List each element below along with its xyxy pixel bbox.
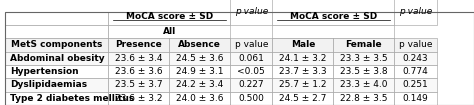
Bar [394, 78, 437, 92]
Text: 24.5 ± 2.7: 24.5 ± 2.7 [279, 94, 327, 103]
Text: Dyslipidaemias: Dyslipidaemias [10, 80, 87, 89]
Text: 23.6 ± 3.6: 23.6 ± 3.6 [115, 67, 163, 76]
Bar [333, 38, 394, 52]
Text: 0.774: 0.774 [402, 67, 428, 76]
Text: p value: p value [399, 7, 432, 16]
Bar [5, 25, 109, 38]
Text: Type 2 diabetes mellitus: Type 2 diabetes mellitus [10, 94, 134, 103]
Text: p value: p value [235, 40, 268, 49]
Bar [273, 12, 394, 25]
Bar [5, 92, 109, 105]
Text: Female: Female [346, 40, 382, 49]
Bar [230, 65, 273, 78]
Bar [394, 65, 437, 78]
Bar [109, 38, 169, 52]
Text: MoCA score ± SD: MoCA score ± SD [126, 12, 213, 21]
Text: p value: p value [235, 7, 268, 16]
Text: MetS components: MetS components [11, 40, 102, 49]
Bar [5, 12, 109, 25]
Text: 23.6 ± 3.4: 23.6 ± 3.4 [115, 54, 163, 63]
Bar [169, 65, 230, 78]
Text: <0.05: <0.05 [237, 67, 265, 76]
Text: 0.251: 0.251 [402, 80, 428, 89]
Bar [273, 92, 333, 105]
Bar [394, 92, 437, 105]
Bar [109, 78, 169, 92]
Bar [230, 78, 273, 92]
Bar [169, 92, 230, 105]
Text: Hypertension: Hypertension [10, 67, 79, 76]
Bar [169, 38, 230, 52]
Text: 23.5 ± 3.8: 23.5 ± 3.8 [340, 67, 388, 76]
Bar [273, 52, 333, 65]
Bar [394, 52, 437, 65]
Text: 23.3 ± 3.5: 23.3 ± 3.5 [340, 54, 388, 63]
Text: Absence: Absence [178, 40, 221, 49]
Bar [230, 38, 273, 52]
Bar [230, 52, 273, 65]
Bar [5, 78, 109, 92]
Text: p value: p value [399, 40, 432, 49]
Bar [333, 52, 394, 65]
Bar [273, 25, 394, 38]
Bar [273, 38, 333, 52]
Text: 22.8 ± 3.5: 22.8 ± 3.5 [340, 94, 388, 103]
Bar [109, 12, 230, 25]
Text: 24.2 ± 3.4: 24.2 ± 3.4 [176, 80, 223, 89]
Text: 24.0 ± 3.6: 24.0 ± 3.6 [176, 94, 224, 103]
Bar [273, 78, 333, 92]
Bar [169, 52, 230, 65]
Bar [109, 92, 169, 105]
Text: 0.500: 0.500 [238, 94, 264, 103]
Text: Abdominal obesity: Abdominal obesity [10, 54, 105, 63]
Text: Male: Male [291, 40, 315, 49]
Bar [230, 92, 273, 105]
Text: 0.149: 0.149 [402, 94, 428, 103]
Text: 23.5 ± 3.7: 23.5 ± 3.7 [115, 80, 163, 89]
Bar [5, 38, 109, 52]
Bar [273, 65, 333, 78]
Text: 25.7 ± 1.2: 25.7 ± 1.2 [279, 80, 327, 89]
Text: Presence: Presence [116, 40, 162, 49]
Bar [5, 52, 109, 65]
Text: 24.5 ± 3.6: 24.5 ± 3.6 [176, 54, 224, 63]
Bar [169, 78, 230, 92]
Text: 24.9 ± 3.1: 24.9 ± 3.1 [176, 67, 224, 76]
Bar [109, 25, 230, 38]
Text: 0.243: 0.243 [402, 54, 428, 63]
Bar [333, 92, 394, 105]
Text: 0.227: 0.227 [238, 80, 264, 89]
Bar [5, 65, 109, 78]
Text: All: All [163, 27, 176, 36]
Text: 0.061: 0.061 [238, 54, 264, 63]
Bar [394, 0, 437, 25]
Text: 24.1 ± 3.2: 24.1 ± 3.2 [279, 54, 327, 63]
Bar [109, 65, 169, 78]
Bar [109, 52, 169, 65]
Text: 23.3 ± 4.0: 23.3 ± 4.0 [340, 80, 388, 89]
Text: 23.6 ± 3.2: 23.6 ± 3.2 [115, 94, 163, 103]
Bar [333, 65, 394, 78]
Text: MoCA score ± SD: MoCA score ± SD [290, 12, 377, 21]
Bar [333, 78, 394, 92]
Bar [394, 38, 437, 52]
Bar [230, 0, 273, 25]
Text: 23.7 ± 3.3: 23.7 ± 3.3 [279, 67, 327, 76]
